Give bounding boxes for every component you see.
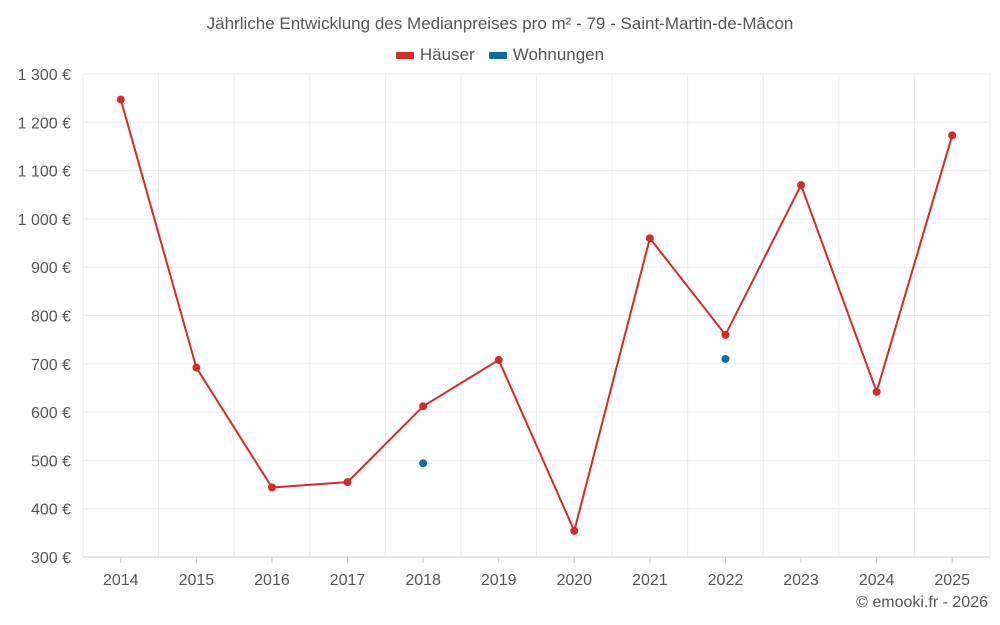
data-point-haeuser-2021[interactable] — [645, 234, 654, 243]
x-tick-label: 2019 — [481, 572, 517, 589]
series-line-haeuser — [119, 99, 954, 532]
legend-label-haeuser: Häuser — [419, 45, 475, 64]
y-tick-label: 1 100 € — [18, 164, 71, 181]
y-tick-label: 700 € — [31, 357, 71, 374]
x-tick-label: 2018 — [405, 572, 441, 589]
data-point-haeuser-2023[interactable] — [797, 181, 806, 190]
data-point-haeuser-2018[interactable] — [419, 402, 428, 411]
data-point-haeuser-2017[interactable] — [343, 478, 352, 487]
data-point-haeuser-2025[interactable] — [948, 131, 957, 140]
y-tick-label: 1 000 € — [18, 212, 71, 229]
x-tick-label: 2016 — [254, 572, 290, 589]
data-point-haeuser-2020[interactable] — [570, 526, 579, 535]
x-tick-label: 2023 — [783, 572, 819, 589]
y-tick-label: 400 € — [31, 502, 71, 519]
x-tick-label: 2021 — [632, 572, 668, 589]
legend: Häuser Wohnungen — [0, 45, 1000, 65]
legend-swatch-wohnungen — [488, 51, 507, 59]
legend-swatch-haeuser — [395, 51, 414, 59]
legend-label-wohnungen: Wohnungen — [512, 45, 605, 64]
legend-item-wohnungen[interactable]: Wohnungen — [488, 45, 605, 65]
data-point-wohnungen-2018[interactable] — [419, 459, 428, 468]
x-tick-label: 2014 — [103, 572, 139, 589]
x-tick-label: 2015 — [179, 572, 215, 589]
y-tick-label: 900 € — [31, 260, 71, 277]
y-tick-label: 300 € — [31, 550, 71, 567]
x-tick-label: 2017 — [330, 572, 366, 589]
y-tick-label: 1 200 € — [18, 115, 71, 132]
data-point-haeuser-2024[interactable] — [872, 387, 881, 396]
y-tick-label: 500 € — [31, 453, 71, 470]
y-tick-label: 600 € — [31, 405, 71, 422]
x-tick-label: 2024 — [859, 572, 895, 589]
chart-title: Jährliche Entwicklung des Medianpreises … — [206, 14, 794, 33]
y-tick-label: 800 € — [31, 309, 71, 326]
data-point-haeuser-2015[interactable] — [192, 363, 201, 372]
data-point-wohnungen-2022[interactable] — [721, 354, 730, 363]
data-point-haeuser-2022[interactable] — [721, 330, 730, 339]
credit-text: © emooki.fr - 2026 — [856, 594, 988, 611]
data-point-haeuser-2016[interactable] — [267, 483, 276, 492]
x-tick-label: 2022 — [708, 572, 744, 589]
x-tick-label: 2025 — [934, 572, 970, 589]
x-tick-label: 2020 — [556, 572, 592, 589]
data-point-haeuser-2014[interactable] — [116, 95, 125, 104]
y-tick-label: 1 300 € — [18, 67, 71, 84]
legend-item-haeuser[interactable]: Häuser — [395, 45, 475, 65]
data-point-haeuser-2019[interactable] — [494, 355, 503, 364]
